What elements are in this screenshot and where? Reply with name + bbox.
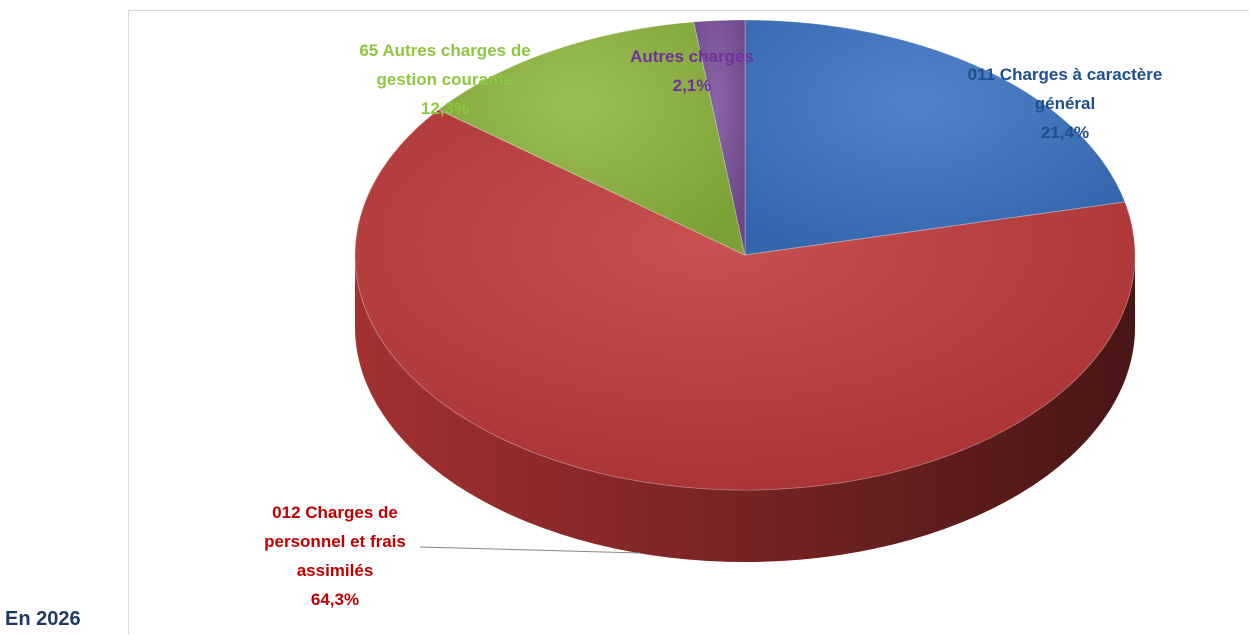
heading: En 2026 <box>5 608 81 630</box>
data-label: Autres charges 2,1% <box>602 42 782 100</box>
category-label: 65 Autres charges de gestion courante <box>359 41 531 89</box>
category-label: 011 Charges à caractère général <box>967 65 1163 113</box>
data-label: 65 Autres charges de gestion courante 12,… <box>335 36 555 123</box>
side-shade <box>355 255 1135 562</box>
slice-shine <box>745 20 1125 255</box>
leader-line <box>419 546 641 554</box>
value-label: 12,3% <box>420 99 470 118</box>
chart-area <box>128 10 1249 634</box>
slice-shine <box>693 20 745 255</box>
value-label: 64,3% <box>310 590 360 609</box>
data-label: 012 Charges de personnel et frais assimi… <box>240 498 430 614</box>
data-label: 011 Charges à caractère général 21,4% <box>965 60 1165 147</box>
category-label: Autres charges <box>630 47 754 66</box>
value-label: 2,1% <box>672 76 712 95</box>
category-label: 012 Charges de personnel et frais assimi… <box>264 503 406 580</box>
slice-shine <box>354 109 1135 490</box>
slice-shine <box>438 22 745 255</box>
value-label: 21,4% <box>1040 123 1090 142</box>
